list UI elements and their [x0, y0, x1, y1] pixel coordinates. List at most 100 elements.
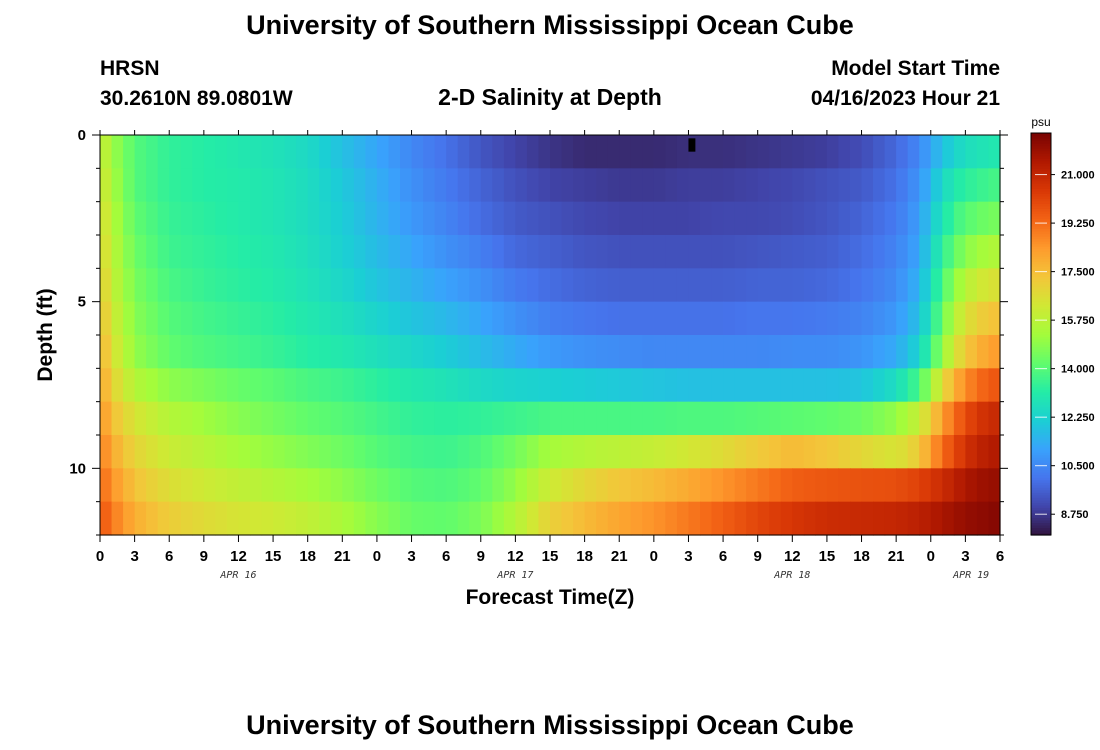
heatmap-cell — [919, 368, 932, 403]
heatmap-cell — [907, 401, 920, 436]
heatmap-cell — [873, 268, 886, 303]
heatmap-cell — [134, 435, 147, 469]
heatmap-cell — [192, 135, 205, 169]
colorbar-swatch — [1031, 195, 1051, 199]
heatmap-cell — [307, 168, 320, 203]
heatmap-cell — [550, 435, 563, 469]
heatmap-cell — [515, 368, 528, 403]
colorbar-swatch — [1031, 341, 1051, 345]
heatmap-cell — [907, 235, 920, 269]
heatmap-cell — [976, 301, 990, 336]
day-label: APR 18 — [773, 570, 810, 581]
footer-title: University of Southern Mississippi Ocean… — [246, 710, 854, 740]
heatmap-cell — [653, 201, 666, 236]
heatmap-cell — [538, 301, 551, 336]
colorbar-swatch — [1031, 158, 1051, 162]
x-tick-label: 15 — [542, 548, 559, 565]
heatmap-cell — [342, 401, 355, 436]
heatmap-cell — [480, 168, 493, 203]
heatmap-cell — [711, 435, 724, 469]
heatmap-cell — [746, 135, 759, 169]
heatmap-cell — [238, 201, 251, 236]
heatmap-cell — [538, 435, 551, 469]
heatmap-cell — [838, 168, 851, 203]
heatmap-cell — [180, 168, 193, 203]
heatmap-cell — [388, 168, 401, 203]
x-tick-label: 9 — [200, 548, 208, 565]
heatmap-cell — [653, 135, 666, 169]
colorbar-swatch — [1031, 180, 1051, 184]
heatmap-cell — [746, 368, 759, 403]
heatmap-cell — [700, 468, 713, 503]
heatmap-cell — [688, 468, 701, 503]
y-tick-label: 0 — [78, 127, 86, 144]
heatmap-cell — [850, 301, 863, 336]
heatmap-cell — [376, 201, 390, 236]
colorbar-swatch — [1031, 424, 1051, 428]
heatmap-cell — [169, 368, 182, 403]
colorbar-swatch — [1031, 369, 1051, 373]
heatmap-cell — [515, 168, 528, 203]
heatmap-cell — [965, 135, 978, 169]
heatmap-cell — [296, 401, 309, 436]
heatmap-cell — [330, 501, 343, 536]
colorbar-swatch — [1031, 311, 1051, 315]
colorbar-swatch — [1031, 444, 1051, 448]
heatmap-cell — [884, 201, 897, 236]
heatmap-cell — [446, 201, 459, 236]
heatmap-cell — [711, 468, 724, 503]
heatmap-cell — [676, 201, 690, 236]
colorbar-swatch — [1031, 429, 1051, 433]
heatmap-cell — [492, 301, 505, 336]
heatmap-cell — [100, 401, 113, 436]
colorbar-swatch — [1031, 150, 1051, 154]
colorbar-swatch — [1031, 359, 1051, 363]
heatmap-cell — [134, 468, 147, 503]
heatmap-cell — [584, 268, 597, 303]
heatmap-cell — [100, 201, 113, 236]
heatmap-cell — [803, 368, 816, 403]
heatmap-cell — [342, 168, 355, 203]
heatmap-cell — [780, 235, 793, 269]
heatmap-cell — [838, 468, 851, 503]
heatmap-cell — [596, 501, 609, 536]
colorbar-swatch — [1031, 529, 1051, 534]
heatmap-cell — [711, 135, 724, 169]
heatmap-cell — [469, 135, 482, 169]
heatmap-cell — [803, 468, 816, 503]
heatmap-cell — [896, 501, 909, 536]
heatmap-cell — [815, 401, 828, 436]
colorbar-swatch — [1031, 452, 1051, 456]
heatmap-cell — [342, 201, 355, 236]
heatmap-cell — [619, 135, 632, 169]
colorbar-swatch — [1031, 487, 1051, 491]
heatmap-cell — [780, 135, 793, 169]
colorbar-swatch — [1031, 323, 1051, 328]
heatmap-cell — [965, 301, 978, 336]
heatmap-cell — [826, 435, 840, 469]
heatmap-cell — [942, 201, 955, 236]
heatmap-cell — [215, 468, 228, 503]
heatmap-cell — [976, 468, 990, 503]
heatmap-cell — [492, 168, 505, 203]
heatmap-cell — [942, 435, 955, 469]
heatmap-cell — [515, 468, 528, 503]
colorbar-swatch — [1031, 293, 1051, 297]
colorbar-swatch — [1031, 442, 1051, 446]
colorbar-swatch — [1031, 133, 1051, 137]
heatmap-cell — [930, 268, 943, 303]
colorbar-swatch — [1031, 502, 1051, 506]
heatmap-cell — [873, 435, 886, 469]
heatmap-cell — [988, 268, 1001, 303]
heatmap-cell — [296, 135, 309, 169]
heatmap-cell — [700, 401, 713, 436]
heatmap-cell — [896, 468, 909, 503]
heatmap-cell — [480, 368, 493, 403]
heatmap-cell — [388, 268, 401, 303]
heatmap-cell — [469, 268, 482, 303]
heatmap-cell — [550, 201, 563, 236]
heatmap-cell — [792, 468, 805, 503]
heatmap-cell — [411, 168, 424, 203]
heatmap-cell — [907, 435, 920, 469]
colorbar-swatch — [1031, 138, 1051, 142]
